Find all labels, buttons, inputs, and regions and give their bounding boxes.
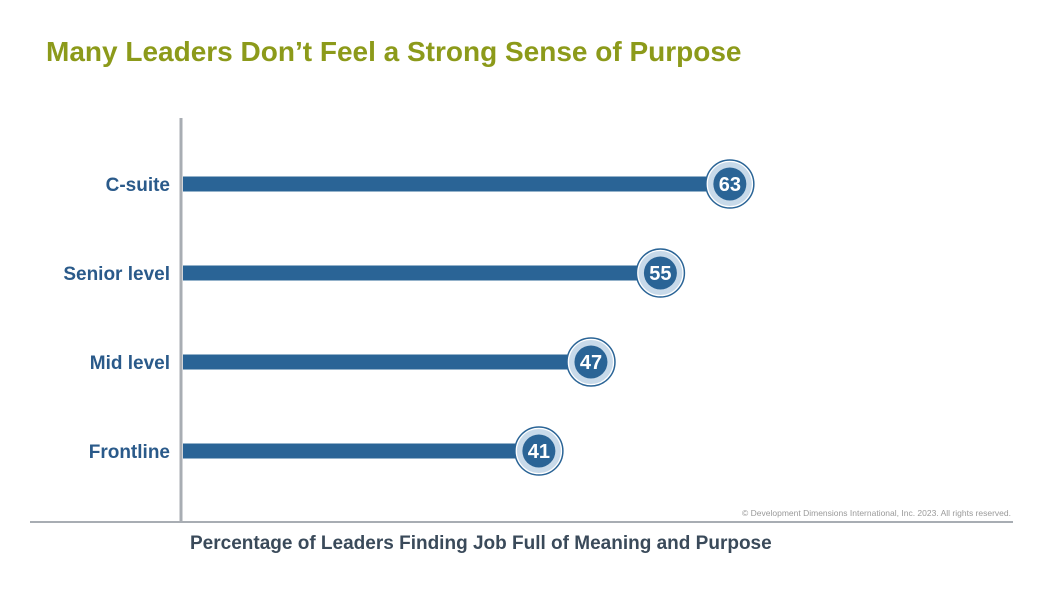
value-marker: [643, 256, 677, 290]
data-label: 55: [649, 263, 671, 285]
bar: [183, 354, 591, 370]
data-label: 41: [528, 441, 550, 463]
bar: [183, 176, 730, 192]
bar: [183, 443, 539, 459]
category-label: C-suite: [106, 175, 170, 196]
category-label: Senior level: [63, 264, 170, 285]
value-marker: [522, 434, 556, 468]
data-label: 47: [580, 352, 602, 374]
chart-title: Many Leaders Don’t Feel a Strong Sense o…: [46, 36, 742, 67]
category-label: Frontline: [89, 442, 170, 463]
category-label: Mid level: [90, 353, 170, 374]
data-label: 63: [719, 174, 741, 196]
copyright-notice: © Development Dimensions International, …: [742, 508, 1011, 518]
x-axis-label: Percentage of Leaders Finding Job Full o…: [190, 533, 772, 554]
value-marker: [574, 345, 608, 379]
bars-group: C-suite 63 Senior level 55 Mid level 47 Frontl…: [63, 159, 755, 476]
bar: [183, 265, 661, 281]
value-marker: [713, 167, 747, 201]
